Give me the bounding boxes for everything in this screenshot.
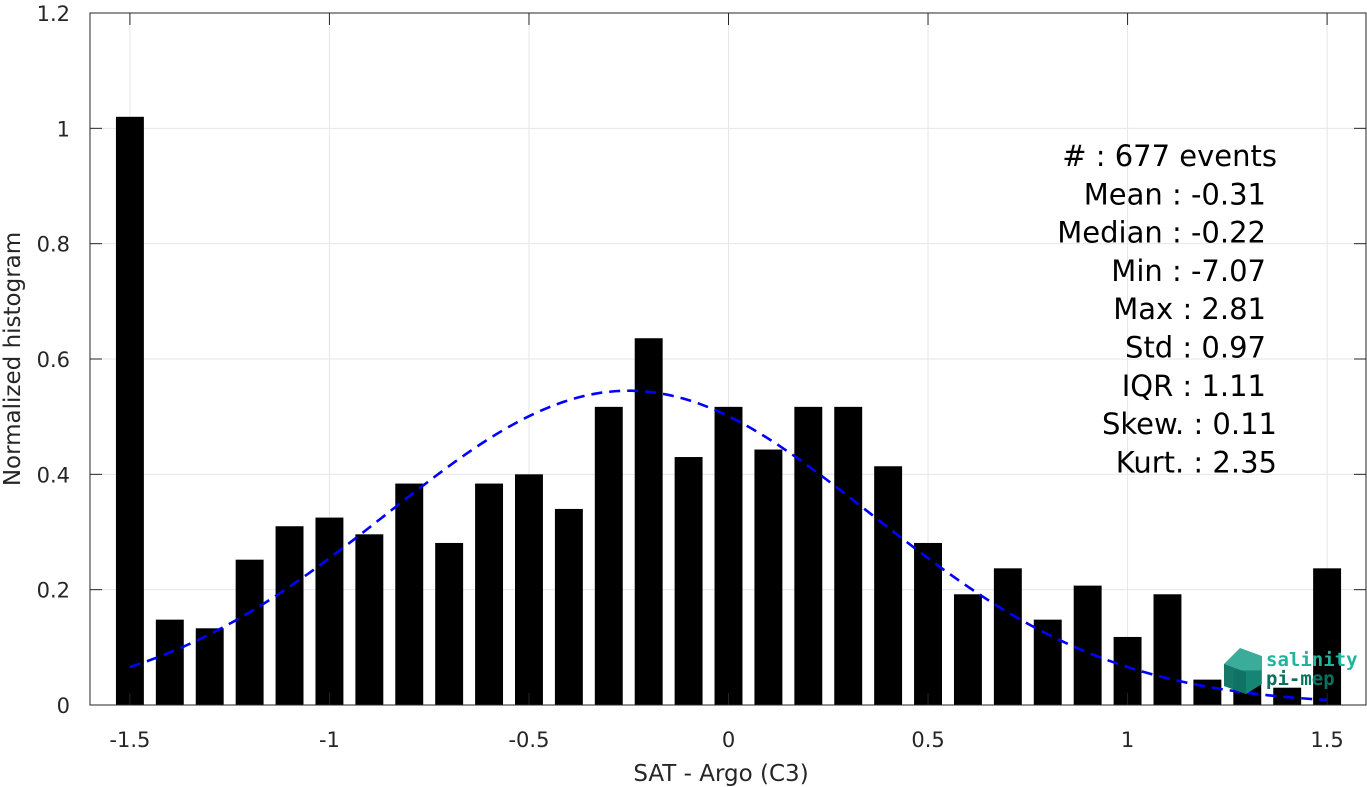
x-tick-label-3: 0: [722, 728, 735, 752]
y-tick-label-2: 0.4: [37, 463, 70, 487]
histogram-bar-16: [754, 449, 783, 705]
stats-line-4: Max : 2.81: [1113, 292, 1266, 326]
x-tick-label-1: -1: [319, 728, 340, 752]
histogram-bar-14: [674, 457, 703, 705]
histogram-bar-13: [634, 338, 663, 705]
y-tick-label-5: 1: [57, 117, 70, 141]
histogram-bar-8: [435, 542, 464, 705]
stats-line-1: Mean : -0.31: [1084, 177, 1266, 211]
stats-line-6: IQR : 1.11: [1122, 369, 1266, 403]
stats-annotation: # : 677 events Mean : -0.31 Median : -0.22…: [1057, 139, 1277, 479]
histogram-bar-20: [914, 542, 942, 705]
axis-ticks: [90, 12, 1366, 706]
x-tick-label-6: 1.5: [1310, 728, 1343, 752]
histogram-bar-1: [155, 619, 184, 705]
y-tick-labels: 0 0.2 0.4 0.6 0.8 1 1.2: [37, 2, 70, 718]
stats-line-7: Skew. : 0.11: [1102, 407, 1277, 441]
histogram-bar-9: [475, 483, 504, 705]
x-tick-label-2: -0.5: [508, 728, 549, 752]
histogram-bar-10: [515, 474, 543, 705]
x-tick-label-4: 0.5: [911, 728, 944, 752]
y-axis-label: Normalized histogram: [0, 232, 26, 486]
histogram-bar-18: [834, 406, 863, 705]
y-tick-label-6: 1.2: [37, 2, 70, 26]
histogram-bar-3: [235, 559, 264, 705]
x-tick-label-0: -1.5: [109, 728, 150, 752]
logo-text-salinity: salinity: [1266, 649, 1358, 671]
histogram-bar-4: [275, 526, 304, 705]
histogram-bar-30: [1313, 568, 1342, 705]
histogram-bar-19: [874, 466, 903, 705]
histogram-bar-24: [1073, 585, 1102, 705]
logo-text-pi-mep: pi-mep: [1266, 668, 1335, 690]
stats-line-3: Min : -7.07: [1111, 254, 1266, 288]
stats-line-2: Median : -0.22: [1057, 216, 1266, 250]
stats-line-0: # : 677 events: [1062, 139, 1277, 173]
histogram-bar-15: [714, 406, 743, 705]
x-axis-label: SAT - Argo (C3): [633, 761, 808, 787]
y-tick-label-0: 0: [57, 694, 70, 718]
histogram-bar-0: [115, 116, 144, 706]
y-tick-label-1: 0.2: [37, 579, 70, 603]
histogram-bar-21: [953, 594, 982, 705]
stats-line-5: Std : 0.97: [1125, 331, 1266, 365]
x-tick-label-5: 1: [1121, 728, 1134, 752]
x-tick-labels: -1.5 -1 -0.5 0 0.5 1 1.5: [109, 728, 1343, 752]
histogram-bar-7: [395, 483, 424, 705]
y-tick-label-4: 0.8: [37, 233, 70, 257]
y-tick-label-3: 0.6: [37, 348, 70, 372]
histogram-bar-23: [1033, 619, 1062, 705]
histogram-bar-2: [195, 628, 224, 705]
logo-cube-shade: [1224, 664, 1246, 694]
histogram-bar-17: [794, 406, 823, 705]
histogram-bar-22: [993, 568, 1022, 705]
stats-line-8: Kurt. : 2.35: [1116, 445, 1277, 479]
histogram-bar-27: [1193, 679, 1222, 705]
salinity-pi-mep-logo: salinity pi-mep: [1224, 648, 1358, 694]
histogram-bar-12: [594, 406, 623, 705]
histogram-bar-26: [1153, 594, 1182, 705]
bars: [115, 116, 1342, 706]
histogram-bar-6: [355, 534, 384, 705]
histogram-bar-11: [554, 508, 583, 705]
gaussian-fit-curve: [129, 389, 1328, 702]
histogram-bar-5: [315, 517, 344, 705]
